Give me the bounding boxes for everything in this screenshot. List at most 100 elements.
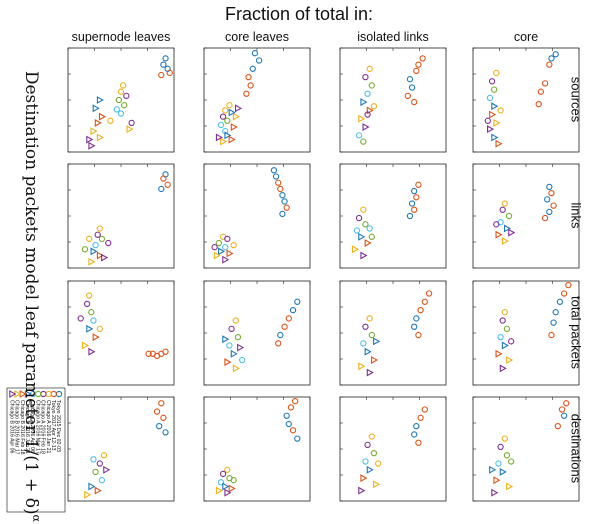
legend-label: Chicago B 2016 Mar 17 (14, 400, 20, 455)
data-point (561, 290, 568, 297)
data-point (370, 450, 378, 457)
panel (472, 280, 580, 386)
data-point (364, 111, 371, 118)
data-point (83, 300, 91, 308)
data-point (222, 255, 230, 264)
data-point (86, 135, 94, 144)
data-point (82, 341, 90, 350)
data-point (287, 404, 295, 411)
data-point (415, 331, 422, 339)
data-point (373, 337, 381, 346)
data-point (86, 324, 94, 333)
data-point (213, 251, 221, 260)
data-point (364, 90, 371, 97)
data-point (419, 55, 426, 62)
data-point (121, 102, 128, 109)
data-point (88, 257, 96, 266)
panel-frame (339, 47, 447, 153)
data-point (506, 482, 514, 491)
data-point (508, 458, 515, 465)
data-point (158, 400, 165, 407)
data-point (232, 364, 240, 373)
data-point (548, 331, 555, 339)
data-point (98, 112, 107, 121)
legend-frame (6, 387, 66, 513)
data-point (411, 431, 418, 438)
data-point (224, 488, 232, 497)
data-point (228, 135, 236, 144)
data-point (275, 179, 282, 186)
panel-frame (472, 396, 580, 502)
data-point (417, 414, 424, 421)
data-point (503, 452, 511, 459)
data-point (145, 350, 152, 357)
data-point (493, 476, 501, 485)
data-point (162, 429, 169, 436)
row-heading: destinations (568, 413, 584, 484)
panel-frame (339, 280, 447, 386)
data-point (222, 107, 229, 114)
data-point (217, 121, 225, 129)
legend-marker (9, 390, 17, 398)
data-point (563, 400, 570, 407)
data-point (421, 298, 428, 305)
y-axis-label: Destination packets model leaf parameter… (21, 71, 43, 522)
data-point (98, 477, 106, 484)
data-point (77, 315, 84, 322)
data-point (245, 73, 252, 81)
data-point (495, 349, 503, 358)
data-point (362, 458, 369, 465)
data-point (226, 102, 233, 109)
data-point (270, 167, 278, 174)
data-point (413, 315, 420, 322)
data-point (487, 125, 495, 134)
data-point (224, 466, 231, 473)
data-point (503, 325, 511, 332)
data-point (537, 88, 544, 95)
data-point (224, 117, 231, 124)
data-point (499, 467, 507, 476)
data-point (413, 422, 420, 430)
data-point (119, 82, 127, 89)
data-point (94, 118, 102, 127)
panel (67, 396, 175, 502)
data-point (558, 406, 566, 413)
data-point (94, 486, 102, 495)
data-point (94, 231, 101, 238)
data-point (160, 61, 167, 68)
data-point (275, 340, 282, 347)
data-point (506, 356, 514, 364)
data-point (364, 239, 372, 247)
data-point (215, 486, 223, 495)
data-point (362, 221, 369, 228)
data-point (219, 113, 227, 120)
data-point (215, 133, 223, 142)
panel (339, 163, 447, 269)
data-point (222, 482, 230, 491)
data-point (550, 319, 557, 326)
data-point (149, 350, 156, 357)
data-point (230, 349, 238, 358)
legend-label: Chicago A 2016 Jan 21 (45, 400, 51, 453)
data-point (552, 51, 559, 58)
data-point (285, 420, 292, 428)
data-point (508, 228, 516, 237)
data-point (552, 309, 559, 316)
data-point (360, 98, 368, 107)
data-point (368, 331, 375, 339)
data-point (92, 468, 99, 476)
data-point (501, 309, 508, 316)
data-point (255, 57, 263, 64)
data-point (96, 133, 104, 142)
data-point (226, 249, 234, 258)
data-point (366, 106, 374, 115)
data-point (501, 237, 509, 245)
data-point (421, 406, 428, 413)
data-point (211, 244, 218, 251)
data-point (86, 235, 93, 243)
data-point (546, 183, 553, 191)
data-point (90, 127, 98, 136)
data-point (249, 65, 256, 72)
